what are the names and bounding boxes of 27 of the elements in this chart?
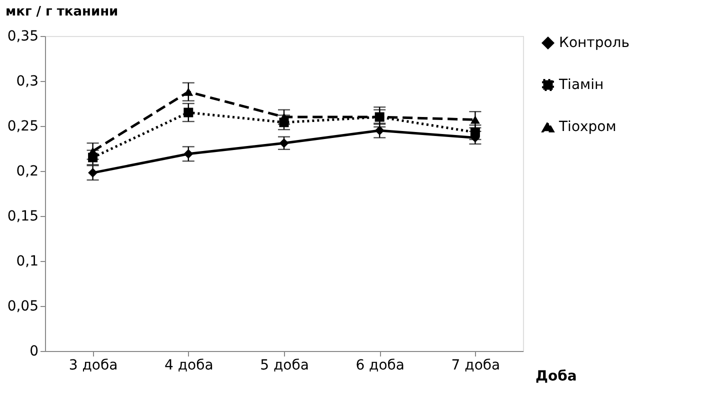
y-tick-label: 0,25 (7, 118, 38, 134)
x-tick-label: 5 доба (260, 358, 309, 374)
x-axis-title: Доба (536, 368, 577, 384)
legend-label: Тіохром (558, 119, 616, 135)
point (88, 147, 98, 156)
legend-label: Контроль (559, 35, 630, 51)
point (470, 116, 480, 124)
point (184, 88, 194, 96)
x-tick-label: 3 доба (68, 358, 118, 374)
point (279, 112, 289, 122)
point (184, 149, 194, 159)
x-tick-label: 7 доба (451, 358, 500, 374)
x-tick-label: 6 доба (356, 358, 405, 374)
y-tick-label: 0,2 (16, 164, 38, 180)
point (470, 128, 480, 138)
legend-label: Тіамін (558, 77, 604, 93)
point (374, 126, 384, 136)
y-tick-label: 0,1 (16, 254, 38, 270)
point (88, 168, 98, 178)
y-tick-label: 0,35 (7, 28, 38, 44)
y-tick-label: 0,05 (7, 298, 38, 314)
y-tick-label: 0,15 (7, 208, 38, 224)
y-tick-label: 0,3 (16, 74, 38, 90)
point (184, 108, 194, 118)
y-axis-title: мкг / г тканини (6, 4, 118, 20)
x-tick-label: 4 доба (164, 358, 214, 374)
y-tick-label: 0 (30, 344, 38, 360)
